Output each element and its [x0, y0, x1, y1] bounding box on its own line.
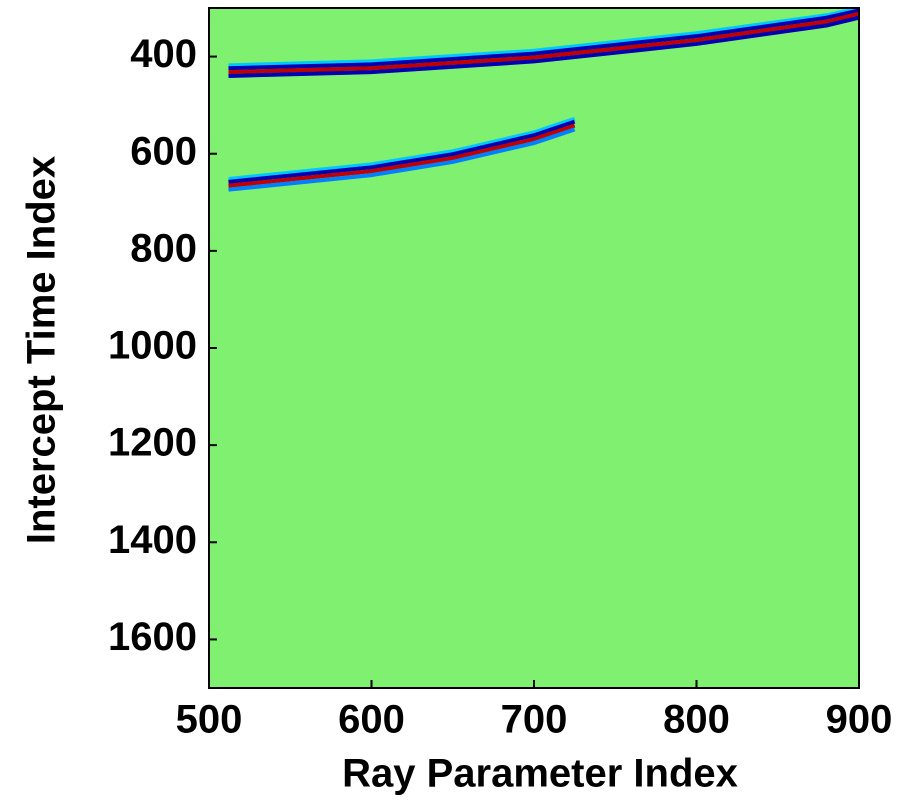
x-tick-label: 500: [176, 698, 243, 742]
y-axis-label: Intercept Time Index: [20, 156, 64, 544]
event-curve: [228, 119, 576, 184]
y-tick-label: 600: [130, 129, 197, 173]
x-tick-label: 800: [663, 698, 730, 742]
x-tick-label: 700: [501, 698, 568, 742]
x-tick-label: 600: [338, 698, 405, 742]
events: [228, 8, 859, 192]
event-curve: [228, 15, 859, 78]
event-curve: [228, 123, 576, 188]
event-curve: [228, 116, 576, 181]
y-tick-label: 400: [130, 32, 197, 76]
y-tick-label: 1400: [108, 518, 197, 562]
y-tick-label: 1200: [108, 421, 197, 465]
x-tick-label: 900: [826, 698, 893, 742]
heatmap-background: [209, 8, 859, 688]
event-curve: [228, 8, 859, 68]
event-curve: [228, 11, 859, 75]
x-axis-label: Ray Parameter Index: [342, 752, 738, 796]
event-curve: [228, 8, 859, 71]
y-tick-label: 1600: [108, 615, 197, 659]
y-tick-label: 800: [130, 226, 197, 270]
y-tick-label: 1000: [108, 324, 197, 368]
event-curve: [228, 127, 576, 192]
